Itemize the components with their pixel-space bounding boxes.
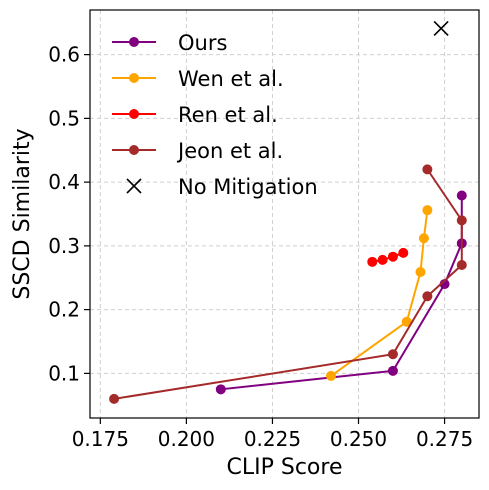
y-tick-label: 0.5 — [48, 106, 80, 130]
y-tick-label: 0.3 — [48, 234, 80, 258]
legend-item-wen-et-al: Wen et al. — [112, 67, 284, 91]
legend-label: Jeon et al. — [176, 139, 283, 163]
legend-item-no-mitigation: No Mitigation — [126, 175, 318, 199]
data-point — [325, 370, 336, 381]
series-line — [372, 251, 404, 263]
y-tick-label: 0.1 — [48, 361, 80, 385]
legend-marker — [129, 109, 139, 119]
data-point — [433, 20, 449, 37]
x-tick-label: 0.250 — [330, 427, 387, 451]
x-tick-label: 0.275 — [416, 427, 473, 451]
data-point — [387, 365, 398, 376]
series-line — [113, 168, 463, 400]
data-point — [367, 256, 378, 267]
data-point — [418, 233, 429, 244]
legend-marker — [129, 145, 139, 155]
data-point — [422, 164, 433, 175]
series-no-mitigation — [433, 20, 449, 37]
plot-frame — [89, 9, 480, 419]
data-point — [456, 215, 467, 226]
data-point — [387, 349, 398, 360]
legend-item-ours: Ours — [112, 31, 227, 55]
legend-marker — [129, 37, 139, 47]
data-point — [109, 393, 120, 404]
grid — [90, 10, 479, 418]
legend-marker — [129, 73, 139, 83]
y-tick-label: 0.2 — [48, 298, 80, 322]
data-point — [401, 316, 412, 327]
legend: Ours Wen et al. Ren et al. Jeon et al. No Mi… — [112, 31, 318, 199]
data-point — [387, 251, 398, 262]
legend-marker — [126, 178, 142, 194]
data-point — [456, 260, 467, 270]
series-jeon-et-al — [109, 164, 467, 404]
x-tick-label: 0.200 — [158, 427, 215, 451]
legend-label: No Mitigation — [178, 175, 318, 199]
series-wen-et-al — [325, 205, 433, 381]
data-point — [398, 247, 409, 258]
data-point — [377, 254, 388, 265]
y-tick-label: 0.4 — [48, 170, 80, 194]
y-tick-label: 0.6 — [48, 43, 80, 67]
series-layer — [109, 20, 467, 404]
legend-label: Ours — [178, 31, 227, 55]
x-tick-label: 0.225 — [244, 427, 301, 451]
legend-item-jeon-et-al: Jeon et al. — [112, 139, 283, 163]
x-tick-label: 0.175 — [72, 427, 129, 451]
ticks: 0.175 0.200 0.225 0.250 0.275 0.1 0.2 0.3 0.4 0.5… — [48, 43, 473, 451]
data-point — [456, 190, 467, 201]
data-point — [422, 291, 433, 302]
series-ren-et-al — [367, 247, 409, 267]
y-axis-label: SSCD Similarity — [10, 128, 35, 299]
x-axis-label: CLIP Score — [227, 455, 343, 480]
legend-item-ren-et-al: Ren et al. — [112, 103, 278, 127]
data-point — [215, 384, 226, 395]
legend-label: Wen et al. — [178, 67, 284, 91]
data-point — [415, 267, 426, 278]
series-line — [330, 210, 429, 377]
data-point — [422, 205, 433, 216]
legend-label: Ren et al. — [178, 103, 278, 127]
